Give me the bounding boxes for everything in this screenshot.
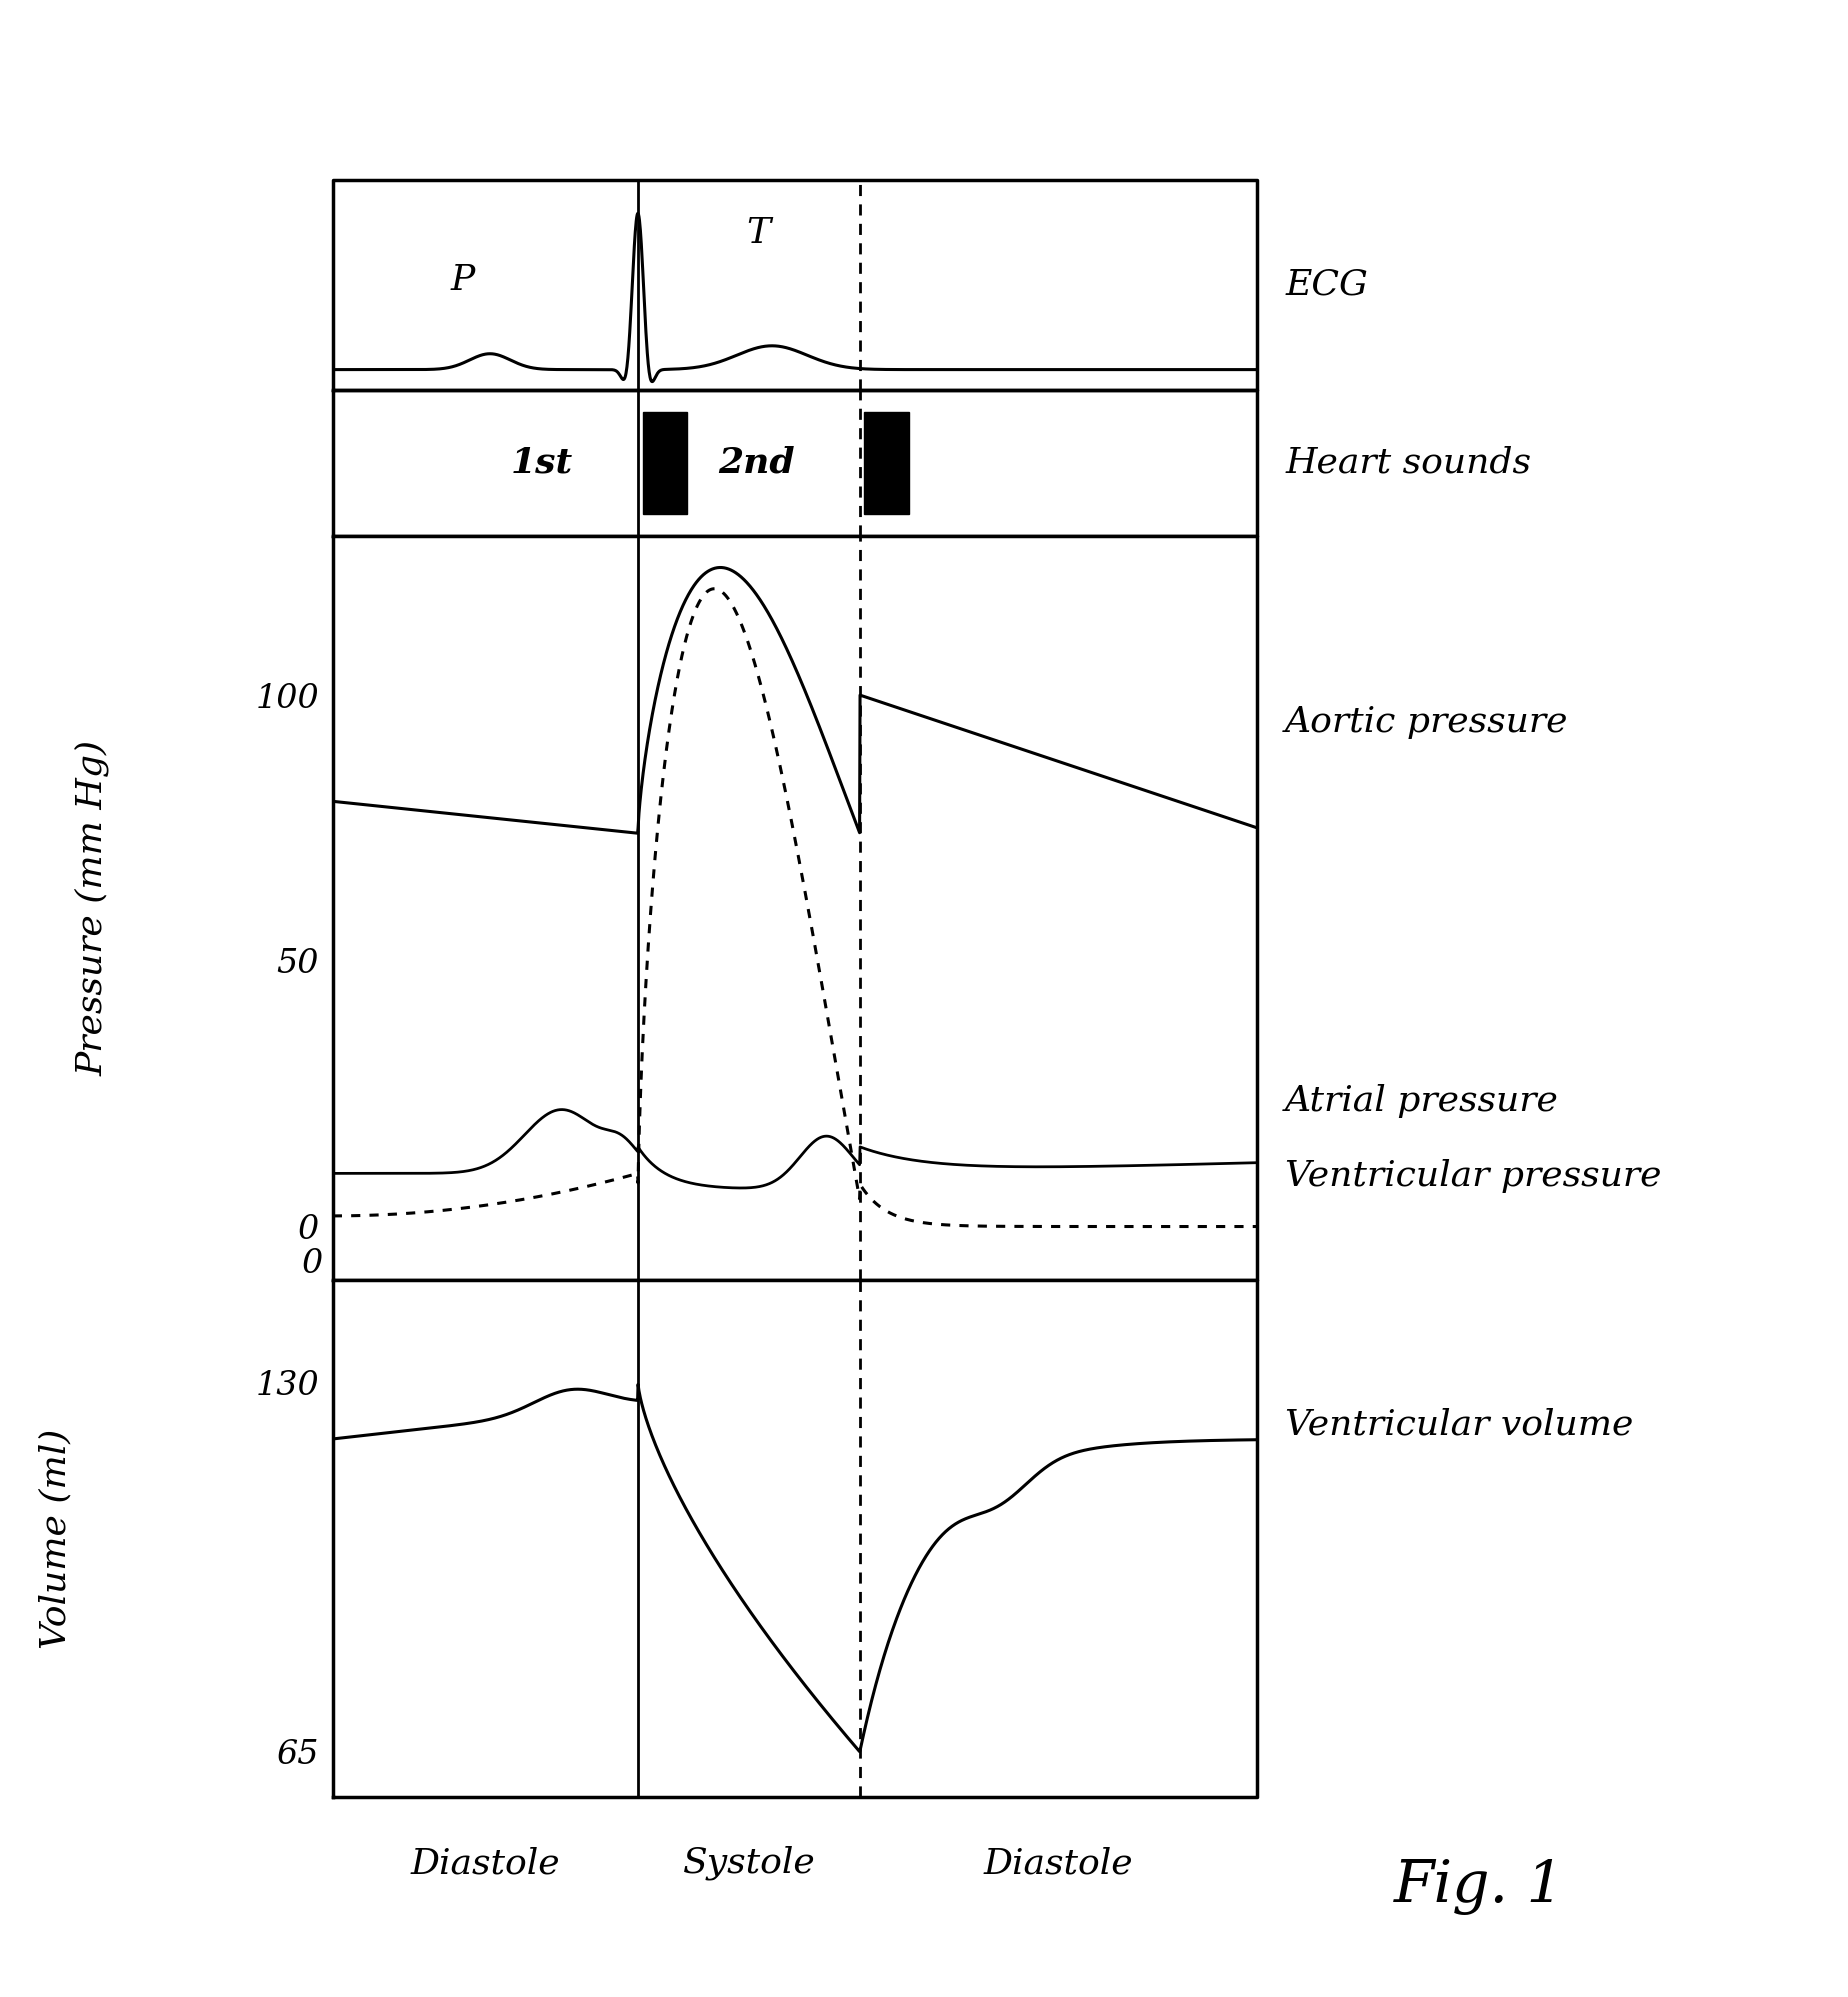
Text: ECG: ECG xyxy=(1284,268,1368,302)
Text: Diastole: Diastole xyxy=(410,1845,560,1881)
Text: Heart sounds: Heart sounds xyxy=(1284,445,1530,479)
Text: Volume (ml): Volume (ml) xyxy=(39,1428,72,1650)
Text: Fig. 1: Fig. 1 xyxy=(1393,1859,1563,1915)
Text: Aortic pressure: Aortic pressure xyxy=(1284,705,1567,739)
Text: Ventricular volume: Ventricular volume xyxy=(1284,1408,1632,1442)
Text: Atrial pressure: Atrial pressure xyxy=(1284,1084,1558,1118)
Text: 0: 0 xyxy=(303,1248,323,1280)
Bar xyxy=(643,411,687,513)
Text: Systole: Systole xyxy=(682,1845,815,1881)
Text: P: P xyxy=(449,264,475,298)
Text: 2nd: 2nd xyxy=(719,445,795,479)
Text: 1st: 1st xyxy=(510,445,573,479)
Text: T: T xyxy=(745,216,771,250)
Text: Ventricular pressure: Ventricular pressure xyxy=(1284,1158,1661,1192)
Bar xyxy=(863,411,907,513)
Text: Diastole: Diastole xyxy=(983,1845,1133,1881)
Text: Pressure (mm Hg): Pressure (mm Hg) xyxy=(76,739,109,1076)
